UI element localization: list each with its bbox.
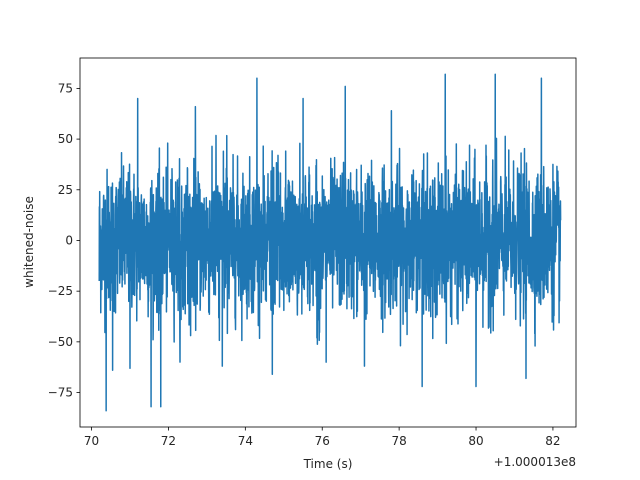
x-tick-label: 80: [468, 434, 483, 448]
y-tick-label: −50: [48, 335, 73, 349]
series-line: [98, 73, 562, 412]
y-axis-label: whitened-noise: [22, 196, 36, 288]
x-tick-label: 74: [238, 434, 253, 448]
y-tick-label: −25: [48, 284, 73, 298]
x-tick-label: 78: [391, 434, 406, 448]
x-axis-label: Time (s): [303, 457, 353, 471]
x-tick-label: 72: [161, 434, 176, 448]
y-tick-label: 50: [58, 132, 73, 146]
axes-frame: [79, 57, 577, 428]
x-tick-label: 76: [315, 434, 330, 448]
x-offset-label: +1.000013e8: [494, 455, 576, 469]
y-axis: −75 −50 −25 0 25 50 75: [48, 81, 80, 400]
y-tick-label: −75: [48, 386, 73, 400]
y-tick-label: 25: [58, 183, 73, 197]
x-tick-label: 82: [545, 434, 560, 448]
x-axis: 70 72 74 76 78 80 82: [84, 427, 561, 448]
x-tick-label: 70: [84, 434, 99, 448]
series-line-group: [98, 73, 562, 412]
y-tick-label: 75: [58, 81, 73, 95]
y-tick-label: 0: [65, 233, 73, 247]
